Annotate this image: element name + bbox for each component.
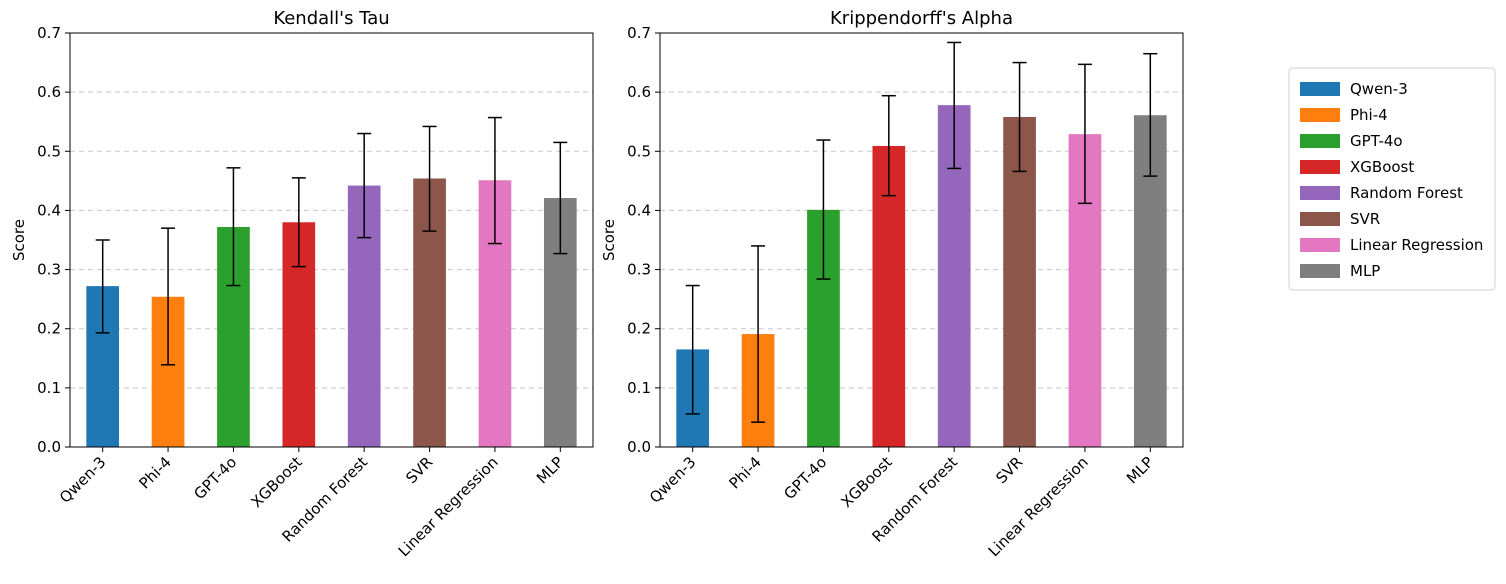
legend-label-random-forest: Random Forest <box>1350 184 1463 202</box>
y-tick-label: 0.1 <box>627 379 651 397</box>
chart-title: Kendall's Tau <box>273 8 389 29</box>
x-tick-label: MLP <box>1123 453 1157 487</box>
x-tick-label: XGBoost <box>837 453 895 511</box>
legend-swatch-svr <box>1300 212 1340 226</box>
y-tick-label: 0.6 <box>37 83 61 101</box>
chart-panel-kendalls-tau: 0.0 0.1 0.2 0.3 0.4 0.5 0.6 0.7 Qwen-3 Phi-4 GPT-4… <box>10 8 594 560</box>
chart-title: Krippendorff's Alpha <box>830 8 1013 29</box>
y-tick-label: 0.4 <box>37 201 61 219</box>
x-tick-label: GPT-4o <box>780 453 830 503</box>
legend-swatch-qwen-3 <box>1300 82 1340 96</box>
x-tick-label: Qwen-3 <box>56 453 110 507</box>
y-tick-label: 0.0 <box>37 438 61 456</box>
legend-swatch-random-forest <box>1300 186 1340 200</box>
y-tick-label: 0.5 <box>627 142 651 160</box>
x-tick-label: Phi-4 <box>726 453 765 492</box>
y-tick-label: 0.7 <box>627 24 651 42</box>
chart-legend: Qwen-3 Phi-4 GPT-4o XGBoost Random Forest SVR… <box>1288 67 1496 291</box>
y-tick-label: 0.1 <box>37 379 61 397</box>
y-tick-label: 0.2 <box>627 320 651 338</box>
x-tick-label: SVR <box>992 453 1026 487</box>
legend-swatch-gpt-4o <box>1300 134 1340 148</box>
legend-swatch-xgboost <box>1300 160 1340 174</box>
legend-label-mlp: MLP <box>1350 262 1380 280</box>
x-tick-label: GPT-4o <box>190 453 240 503</box>
legend-label-gpt-4o: GPT-4o <box>1350 132 1403 150</box>
legend-swatch-mlp <box>1300 264 1340 278</box>
axes-frame <box>69 32 594 448</box>
axes-frame <box>659 32 1184 448</box>
y-tick-label: 0.3 <box>37 261 61 279</box>
legend-swatch-phi-4 <box>1300 108 1340 122</box>
y-tick-label: 0.7 <box>37 24 61 42</box>
legend-swatch-linear-regression <box>1300 238 1340 252</box>
x-tick-label: MLP <box>533 453 567 487</box>
y-tick-label: 0.4 <box>627 201 651 219</box>
y-tick-label: 0.2 <box>37 320 61 338</box>
legend-label-qwen-3: Qwen-3 <box>1350 80 1408 98</box>
y-tick-label: 0.0 <box>627 438 651 456</box>
legend-label-phi-4: Phi-4 <box>1350 106 1388 124</box>
y-tick-label: 0.3 <box>627 261 651 279</box>
y-axis-label: Score <box>600 219 618 261</box>
legend-label-svr: SVR <box>1350 210 1380 228</box>
x-tick-label: Qwen-3 <box>646 453 700 507</box>
x-tick-label: Phi-4 <box>136 453 175 492</box>
legend-label-linear-regression: Linear Regression <box>1350 236 1483 254</box>
y-axis-label: Score <box>10 219 28 261</box>
legend-box <box>1288 67 1496 291</box>
y-tick-label: 0.5 <box>37 142 61 160</box>
x-tick-label: SVR <box>402 453 436 487</box>
y-tick-label: 0.6 <box>627 83 651 101</box>
x-tick-label: XGBoost <box>247 453 305 511</box>
chart-panel-krippendorffs-alpha: 0.0 0.1 0.2 0.3 0.4 0.5 0.6 0.7 Qwen-3 Phi-4 GPT-4… <box>600 8 1184 560</box>
legend-label-xgboost: XGBoost <box>1350 158 1414 176</box>
